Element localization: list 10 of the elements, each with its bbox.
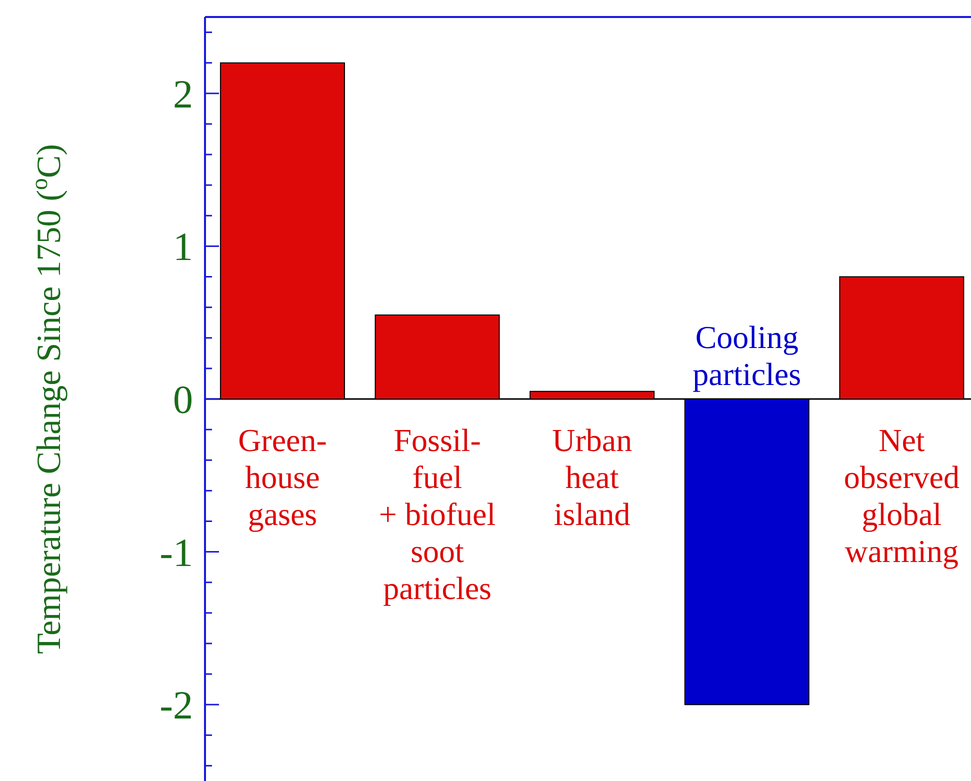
x-tick-label: Green- house gases xyxy=(238,422,327,532)
x-tick-label: Net observed global warming xyxy=(844,422,960,569)
y-tick-label: 2 xyxy=(173,71,193,116)
y-tick-label: -1 xyxy=(160,530,193,575)
y-tick-label: 0 xyxy=(173,377,193,422)
x-tick-label: Cooling particles xyxy=(692,319,802,392)
x-tick-label: Fossil- fuel + biofuel soot particles xyxy=(378,422,496,606)
y-tick-label: 1 xyxy=(173,224,193,270)
y-tick-label: -2 xyxy=(160,682,193,728)
x-tick-label: Urban heat island xyxy=(552,422,632,532)
